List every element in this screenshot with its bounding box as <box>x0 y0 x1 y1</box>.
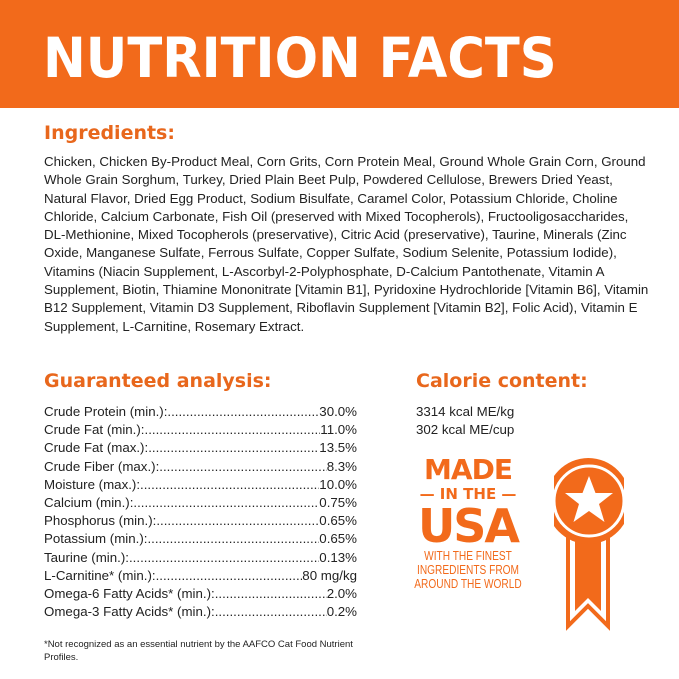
nutrient-label: Potassium (min.): <box>44 531 148 547</box>
nutrient-value: 13.5% <box>319 440 357 456</box>
nutrient-value: 30.0% <box>319 404 357 419</box>
analysis-row: Taurine (min.): 0.13% <box>44 549 357 567</box>
calorie-content: 3314 kcal ME/kg 302 kcal ME/cup <box>416 403 514 439</box>
nutrient-value: 0.2% <box>326 604 357 620</box>
nutrient-value: 2.0% <box>326 586 357 602</box>
ingredients-heading: Ingredients: <box>44 122 175 144</box>
logo-sub: INGREDIENTS FROM <box>417 562 519 577</box>
ingredients-text: Chicken, Chicken By-Product Meal, Corn G… <box>44 154 649 334</box>
analysis-table: Crude Protein (min.): 30.0% Crude Fat (min… <box>44 403 357 621</box>
nutrient-value: 0.65% <box>319 531 357 547</box>
nutrient-label: Crude Fiber (max.): <box>44 458 160 474</box>
logo-usa: USA <box>417 499 520 553</box>
page-title: NUTRITION FACTS <box>43 26 557 90</box>
logo-sub: AROUND THE WORLD <box>414 576 522 591</box>
nutrient-value: 0.75% <box>319 495 357 511</box>
dot-leader <box>148 439 319 457</box>
nutrient-label: Crude Fat (max.): <box>44 440 149 456</box>
dot-leader <box>147 530 319 548</box>
dot-leader <box>215 603 327 621</box>
analysis-row: Omega-3 Fatty Acids* (min.): 0.2% <box>44 603 357 621</box>
nutrient-label: Phosphorus (min.): <box>44 513 157 529</box>
logo-sub: WITH THE FINEST <box>424 548 512 563</box>
footnote: *Not recognized as an essential nutrient… <box>44 639 353 663</box>
dot-leader <box>167 403 319 421</box>
nutrient-label: Calcium (min.): <box>44 495 134 511</box>
nutrient-label: Omega-6 Fatty Acids* (min.): <box>44 586 215 602</box>
dot-leader <box>129 549 319 567</box>
nutrient-label: L-Carnitine* (min.): <box>44 567 156 583</box>
analysis-row: L-Carnitine* (min.): 80 mg/kg <box>44 567 357 585</box>
analysis-row: Potassium (min.): 0.65% <box>44 530 357 548</box>
analysis-heading: Guaranteed analysis: <box>44 370 272 392</box>
dot-leader <box>156 567 303 585</box>
analysis-row: Phosphorus (min.): 0.65% <box>44 512 357 530</box>
dot-leader <box>145 421 321 439</box>
analysis-row: Crude Fat (min.): 11.0% <box>44 421 357 439</box>
logo-made: MADE <box>424 453 513 486</box>
star-medal-icon <box>554 458 624 631</box>
nutrient-value: 11.0% <box>320 422 357 438</box>
analysis-row: Calcium (min.): 0.75% <box>44 494 357 512</box>
made-in-usa-logo: MADE — IN THE — USA WITH THE FINEST INGR… <box>412 455 524 591</box>
analysis-row: Crude Protein (min.): 30.0% <box>44 403 357 421</box>
nutrient-label: Omega-3 Fatty Acids* (min.): <box>44 604 215 620</box>
analysis-row: Moisture (max.): 10.0% <box>44 476 357 494</box>
title-banner: NUTRITION FACTS <box>0 0 679 108</box>
analysis-row: Crude Fiber (max.): 8.3% <box>44 458 357 476</box>
dot-leader <box>140 476 319 494</box>
logo-in-the: — IN THE — <box>419 485 517 503</box>
nutrient-value: 0.13% <box>319 549 357 565</box>
calorie-line: 302 kcal ME/cup <box>416 422 515 438</box>
analysis-row: Omega-6 Fatty Acids* (min.): 2.0% <box>44 585 357 603</box>
nutrient-value: 8.3% <box>326 458 357 474</box>
nutrient-label: Crude Fat (min.): <box>44 422 145 438</box>
nutrient-label: Crude Protein (min.): <box>44 404 168 419</box>
nutrient-label: Taurine (min.): <box>44 549 129 565</box>
calorie-line: 3314 kcal ME/kg <box>416 404 515 419</box>
nutrient-value: 10.0% <box>319 476 357 492</box>
nutrient-label: Moisture (max.): <box>44 476 141 492</box>
dot-leader <box>156 512 319 530</box>
dot-leader <box>159 458 326 476</box>
dot-leader <box>133 494 319 512</box>
calorie-heading: Calorie content: <box>416 370 588 392</box>
analysis-row: Crude Fat (max.): 13.5% <box>44 439 357 457</box>
nutrient-value: 80 mg/kg <box>302 567 357 583</box>
dot-leader <box>215 585 327 603</box>
nutrient-value: 0.65% <box>319 513 357 529</box>
